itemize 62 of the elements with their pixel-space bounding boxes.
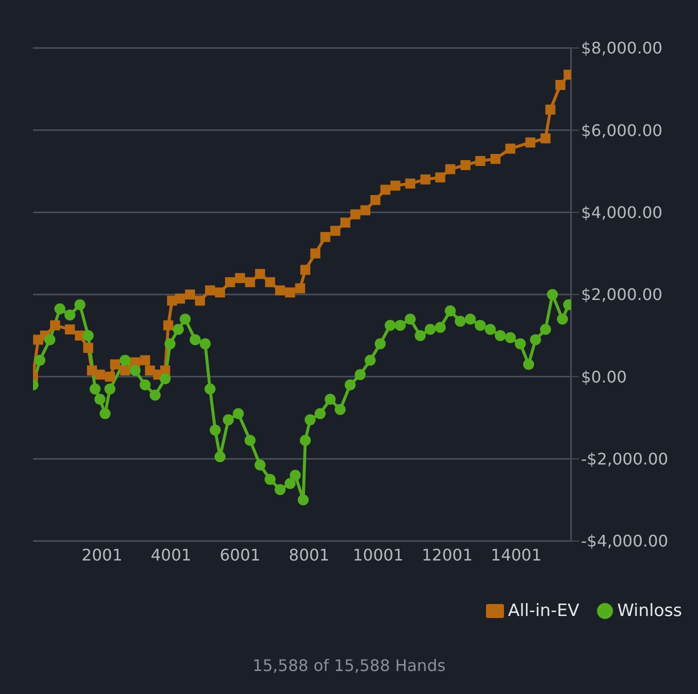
point xyxy=(195,296,206,306)
point xyxy=(175,294,186,304)
text: 15,588 of 15,588 Hands xyxy=(251,656,447,675)
point xyxy=(380,184,390,195)
point xyxy=(435,172,446,182)
point xyxy=(490,154,500,164)
point xyxy=(420,174,430,184)
point xyxy=(540,133,551,144)
point xyxy=(330,226,340,236)
point xyxy=(285,287,296,298)
point xyxy=(370,195,380,206)
point xyxy=(104,372,115,382)
point xyxy=(265,277,276,288)
point xyxy=(245,277,256,288)
point xyxy=(545,104,556,115)
point xyxy=(235,273,246,284)
y-tick-label: $8,000.00 xyxy=(581,38,662,58)
point xyxy=(163,320,174,330)
y-tick-label: -$4,000.00 xyxy=(581,532,668,551)
point xyxy=(185,290,196,300)
point xyxy=(300,264,310,275)
y-tick-label: $4,000.00 xyxy=(581,203,662,222)
point xyxy=(340,218,350,228)
point xyxy=(475,156,486,166)
x-tick-label: 4001 xyxy=(150,545,192,564)
x-tick-label: 14001 xyxy=(490,545,542,564)
point xyxy=(120,366,130,376)
point xyxy=(140,355,150,366)
point xyxy=(83,342,94,353)
legend-label: All-in-EV xyxy=(508,601,580,621)
y-tick-label: $2,000.00 xyxy=(581,285,662,304)
x-tick-label: 10001 xyxy=(352,545,404,564)
x-tick-label: 12001 xyxy=(422,545,473,564)
point xyxy=(110,359,120,370)
point xyxy=(215,287,226,298)
x-tick-label: 2001 xyxy=(82,545,122,564)
x-tick-label: 8001 xyxy=(288,545,330,564)
point xyxy=(94,370,105,380)
point xyxy=(350,209,360,220)
point xyxy=(390,180,400,191)
point xyxy=(50,320,60,330)
x-tick-label: 6001 xyxy=(220,545,260,564)
point xyxy=(275,285,286,296)
point xyxy=(505,144,516,154)
y-tick-label: $6,000.00 xyxy=(581,120,662,140)
y-tick-label: -$2,000.00 xyxy=(581,450,668,469)
legend-label: Winloss xyxy=(617,601,682,621)
point xyxy=(255,268,266,279)
point xyxy=(360,205,370,216)
point xyxy=(225,277,236,288)
y-tick-label: $0.00 xyxy=(581,367,627,386)
point xyxy=(460,160,470,170)
point xyxy=(205,285,216,296)
point xyxy=(295,283,306,294)
point xyxy=(320,232,330,242)
point xyxy=(64,324,75,334)
point xyxy=(405,178,416,189)
point xyxy=(555,80,566,90)
point xyxy=(310,248,320,258)
point xyxy=(525,137,536,148)
point xyxy=(445,164,456,174)
point xyxy=(144,366,155,376)
